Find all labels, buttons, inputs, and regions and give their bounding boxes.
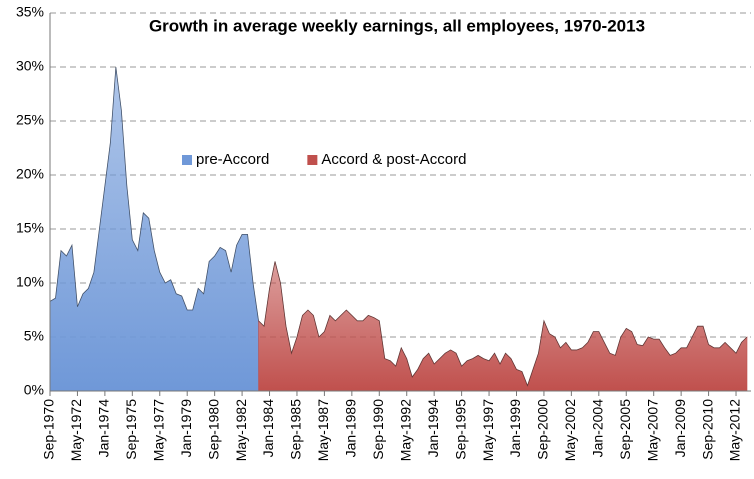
x-tick-label: Sep-2010 <box>699 399 715 460</box>
y-tick-label: 15% <box>16 220 44 236</box>
x-tick-label: May-1982 <box>233 399 249 461</box>
x-tick-label: Sep-1980 <box>205 399 221 460</box>
x-tick-label: Jan-2009 <box>672 399 688 458</box>
x-tick-label: Jan-1999 <box>507 399 523 458</box>
x-tick-label: May-1977 <box>150 399 166 461</box>
x-tick-label: Sep-2005 <box>617 399 633 460</box>
x-tick-label: May-1987 <box>315 399 331 461</box>
x-tick-label: Jan-2004 <box>590 399 606 458</box>
area-edge <box>49 66 259 321</box>
y-tick-label: 20% <box>16 166 44 182</box>
x-tick-label: Sep-2000 <box>535 399 551 460</box>
x-tick-label: Sep-1975 <box>123 399 139 460</box>
x-tick-label: May-1992 <box>397 399 413 461</box>
y-tick-label: 0% <box>24 382 44 398</box>
legend-label: Accord & post-Accord <box>321 151 466 168</box>
legend-swatch <box>182 155 192 165</box>
y-tick-label: 10% <box>16 274 44 290</box>
x-tick-label: Sep-1985 <box>288 399 304 460</box>
x-tick-label: May-2007 <box>644 399 660 461</box>
y-tick-label: 30% <box>16 58 44 74</box>
x-tick-label: Sep-1995 <box>452 399 468 460</box>
area-edge <box>258 261 748 387</box>
legend-label: pre-Accord <box>196 151 269 168</box>
legend-swatch <box>307 155 318 165</box>
x-tick-label: Sep-1990 <box>370 399 386 460</box>
x-tick-label: Jan-1989 <box>343 399 359 458</box>
x-tick-label: May-2002 <box>562 399 578 461</box>
x-tick-label: May-1972 <box>68 399 84 461</box>
y-tick-label: 25% <box>16 112 44 128</box>
chart-title: Growth in average weekly earnings, all e… <box>149 16 645 35</box>
x-tick-label: Jan-1984 <box>260 399 276 458</box>
x-tick-label: May-1997 <box>480 399 496 461</box>
x-tick-label: Jan-1994 <box>425 399 441 458</box>
x-tick-label: Sep-1970 <box>41 399 57 460</box>
x-tick-label: May-2012 <box>727 399 743 461</box>
x-tick-label: Jan-1979 <box>178 399 194 458</box>
x-tick-label: Jan-1974 <box>96 399 112 458</box>
y-tick-label: 5% <box>24 328 44 344</box>
area <box>258 261 748 392</box>
y-tick-label: 35% <box>16 4 44 20</box>
